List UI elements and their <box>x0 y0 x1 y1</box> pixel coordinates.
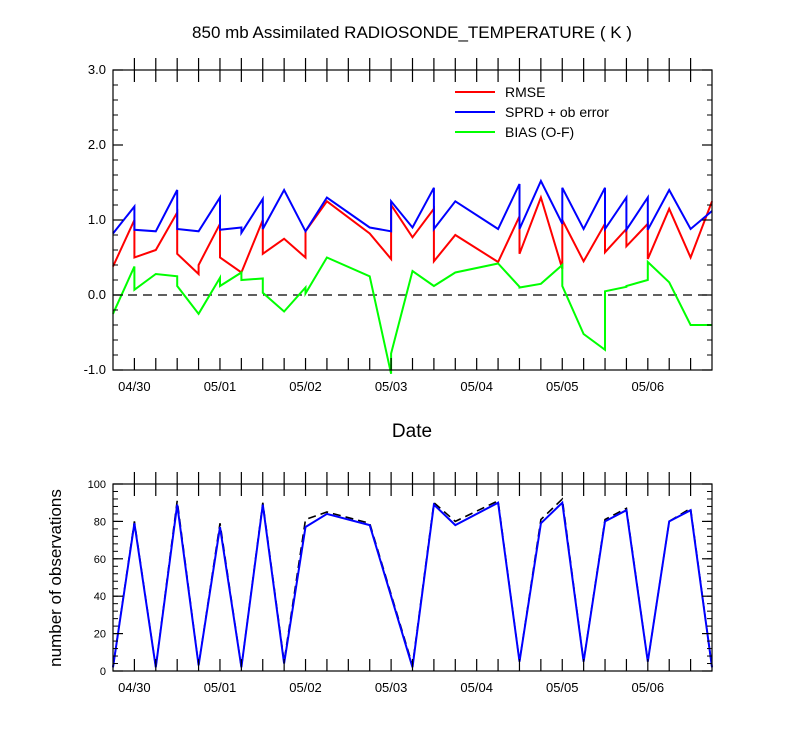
rmse-sprd-bias-chart: -1.0 0.0 1.0 2.0 3.0 04/30 05/01 05/02 05/03 05/0… <box>84 58 713 442</box>
top-series-bias-o-f <box>112 256 712 375</box>
bottom-x-tick-label: 05/01 <box>204 680 237 695</box>
top-y-tick-label: 1.0 <box>88 212 106 227</box>
bottom-x-tick-label: 05/02 <box>289 680 322 695</box>
top-x-tick-label: 05/05 <box>546 379 579 394</box>
top-y-tick-label: 0.0 <box>88 287 106 302</box>
top-x-axis-label: Date <box>392 421 432 442</box>
legend-rmse-label: RMSE <box>505 84 545 100</box>
top-plot-frame <box>112 69 713 371</box>
bottom-y-tick-label: 60 <box>94 554 106 566</box>
bottom-x-tick-label: 05/03 <box>375 680 408 695</box>
bottom-series-used <box>112 500 713 668</box>
top-x-tick-label: 04/30 <box>118 379 151 394</box>
bottom-y-tick-label: 0 <box>100 666 106 678</box>
bottom-x-tick-label: 05/04 <box>460 680 493 695</box>
legend-sprd-label: SPRD + ob error <box>505 104 609 120</box>
top-x-tick-label: 05/01 <box>204 379 237 394</box>
bottom-x-tick-label: 05/05 <box>546 680 579 695</box>
top-x-tick-label: 05/04 <box>460 379 493 394</box>
bottom-y-tick-label: 80 <box>94 516 106 528</box>
top-chart-title: 850 mb Assimilated RADIOSONDE_TEMPERATUR… <box>192 23 632 42</box>
top-x-tick-label: 05/06 <box>632 379 665 394</box>
bottom-y-tick-label: 40 <box>94 591 106 603</box>
top-y-tick-label: -1.0 <box>84 362 106 377</box>
top-series-rmse <box>112 194 713 277</box>
top-x-tick-label: 05/02 <box>289 379 322 394</box>
top-x-tick-label: 05/03 <box>375 379 408 394</box>
bottom-y-tick-label: 100 <box>88 479 106 491</box>
top-series-sprd-ob-error <box>112 178 713 237</box>
top-y-tick-label: 3.0 <box>88 62 106 77</box>
bottom-x-tick-label: 04/30 <box>118 680 151 695</box>
legend: RMSE SPRD + ob error BIAS (O-F) <box>455 84 609 140</box>
legend-bias-label: BIAS (O-F) <box>505 124 574 140</box>
bottom-y-axis-label: number of observations <box>46 489 65 667</box>
bottom-y-tick-label: 20 <box>94 629 106 641</box>
bottom-x-tick-label: 05/06 <box>632 680 665 695</box>
top-y-tick-label: 2.0 <box>88 137 106 152</box>
observations-chart: 0 20 40 60 80 100 04/30 05/01 05/02 05/03 05/04 05/… <box>46 472 713 695</box>
